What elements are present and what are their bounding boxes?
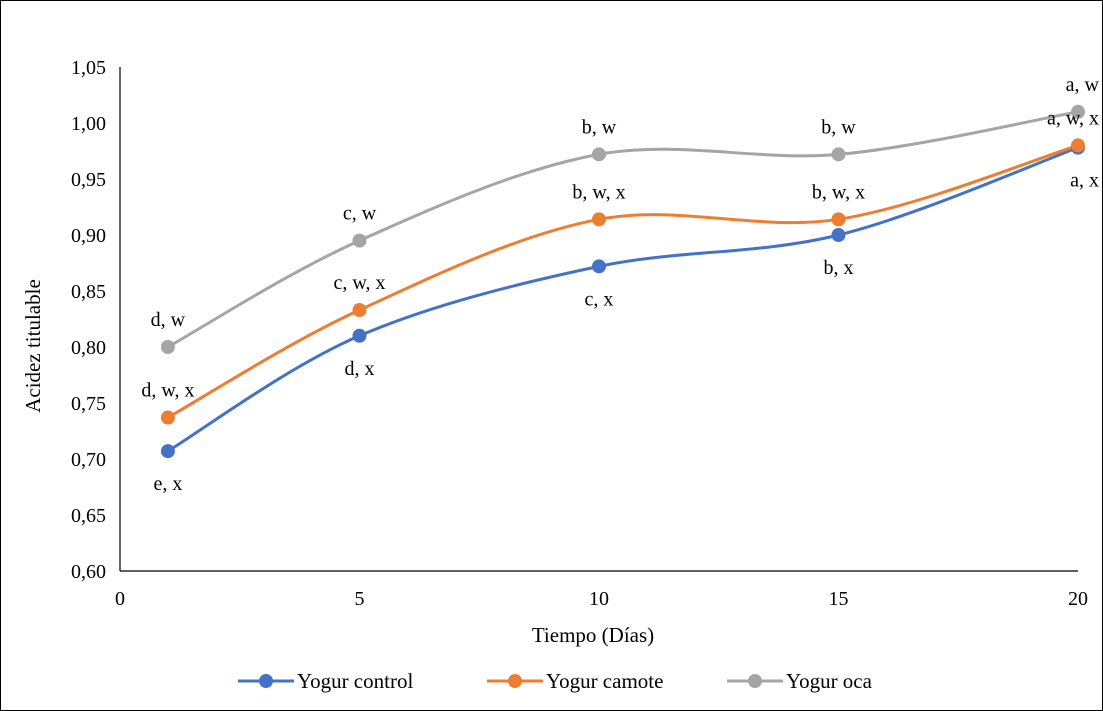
data-label: d, x xyxy=(345,358,375,380)
data-point xyxy=(1071,104,1085,119)
data-point xyxy=(831,212,846,227)
data-point xyxy=(352,233,367,248)
data-point xyxy=(831,147,846,162)
legend-label: Yogur camote xyxy=(546,669,663,693)
x-tick-label: 0 xyxy=(115,588,125,610)
data-label: b, w, x xyxy=(572,181,625,203)
data-label: a, w, x xyxy=(1047,107,1099,129)
y-tick-label: 1,05 xyxy=(71,57,106,79)
y-tick-label: 0,75 xyxy=(71,393,106,415)
data-label: e, x xyxy=(153,473,182,495)
y-tick-label: 0,90 xyxy=(71,225,106,247)
data-label: a, x xyxy=(1070,170,1099,192)
data-point xyxy=(592,212,606,227)
data-label: b, x xyxy=(824,257,854,279)
y-axis-title: Acidez titulable xyxy=(21,279,45,413)
data-point xyxy=(352,328,367,343)
legend-label: Yogur oca xyxy=(786,669,873,693)
x-axis-title: Tiempo (Días) xyxy=(532,623,654,647)
x-tick-label: 5 xyxy=(355,588,365,610)
series-line xyxy=(167,110,1079,349)
data-label: d, w xyxy=(151,309,186,331)
legend-label: Yogur control xyxy=(297,669,413,693)
data-point xyxy=(352,303,367,318)
y-tick-label: 1,00 xyxy=(71,113,106,135)
data-label: c, x xyxy=(585,288,614,310)
data-label: b, w, x xyxy=(812,181,865,203)
x-tick-label: 15 xyxy=(829,588,849,610)
series-lines xyxy=(167,110,1079,453)
y-tick-label: 0,85 xyxy=(71,281,106,303)
data-label: d, w, x xyxy=(141,380,194,402)
data-point xyxy=(160,444,175,459)
x-tick-label: 10 xyxy=(589,588,609,610)
data-label: a, w xyxy=(1066,74,1100,96)
legend-swatch-marker xyxy=(259,674,273,688)
data-label: c, w xyxy=(343,203,377,225)
data-point xyxy=(831,228,846,242)
data-point xyxy=(1071,138,1085,153)
data-point xyxy=(592,147,606,162)
series-markers xyxy=(160,104,1085,459)
data-point xyxy=(160,340,175,354)
data-label: c, w, x xyxy=(333,272,385,294)
legend: Yogur control Yogur camote Yogur oca xyxy=(238,669,873,693)
x-tick-label: 20 xyxy=(1068,588,1088,610)
data-label: b, w xyxy=(582,116,617,138)
data-point xyxy=(160,410,175,425)
point-labels: e, x d, x c, x b, x a, x d, w, x c, w, x b, w, … xyxy=(141,74,1099,495)
y-tick-label: 0,80 xyxy=(71,337,106,359)
y-tick-label: 0,70 xyxy=(71,449,106,471)
axes: 0,60 0,65 0,70 0,75 0,80 0,85 0,90 0,95 1,00 1,05… xyxy=(71,57,1088,610)
data-point xyxy=(592,259,606,274)
x-tick-labels: 0 5 10 15 20 xyxy=(115,588,1088,610)
data-label: b, w xyxy=(821,116,856,138)
y-tick-label: 0,95 xyxy=(71,169,106,191)
legend-swatch-marker xyxy=(508,674,522,688)
y-tick-label: 0,60 xyxy=(71,561,106,583)
legend-swatch-marker xyxy=(748,674,762,688)
y-tick-label: 0,65 xyxy=(71,505,106,527)
y-tick-labels: 0,60 0,65 0,70 0,75 0,80 0,85 0,90 0,95 1,00 1,05 xyxy=(71,57,106,583)
